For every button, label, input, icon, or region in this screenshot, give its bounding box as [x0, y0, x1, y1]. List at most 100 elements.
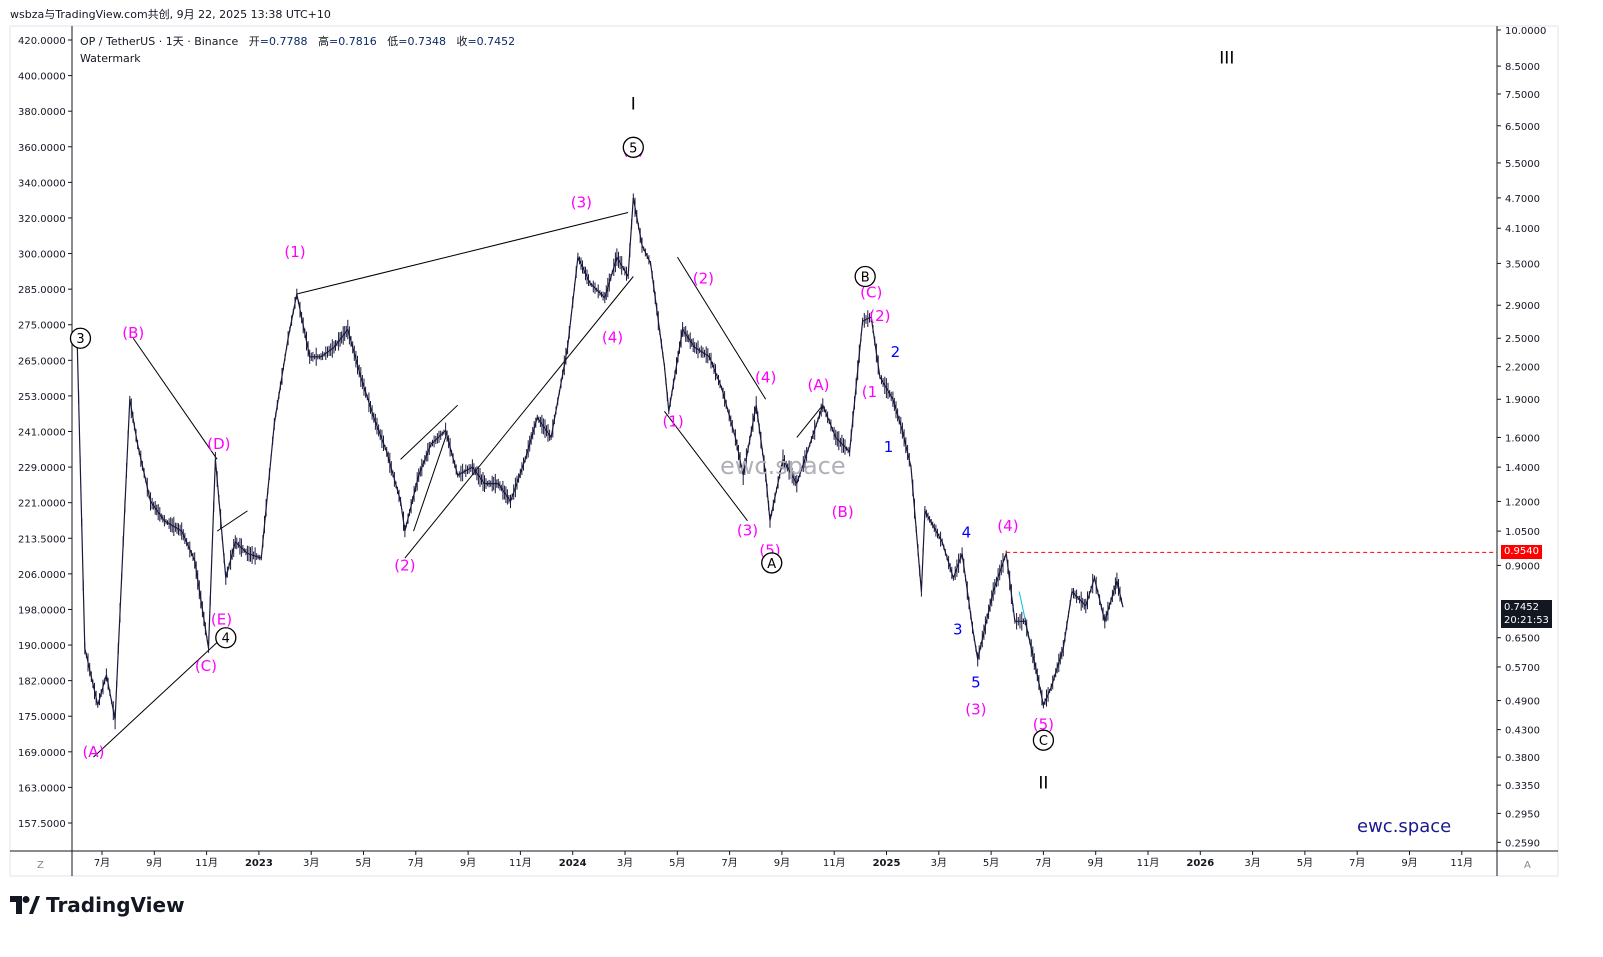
legend-watermark-row[interactable]: Watermark — [80, 52, 141, 65]
left-axis-tick-label: 229.0000 — [18, 463, 66, 474]
wave-label: (4) — [602, 329, 623, 347]
trendline — [404, 276, 634, 559]
auto-scale-toggle[interactable]: A — [1524, 860, 1531, 871]
trendline — [93, 633, 227, 758]
left-axis-tick-label: 360.0000 — [18, 143, 66, 154]
wave-label: (E) — [211, 610, 232, 628]
right-axis-tick-label: 4.1000 — [1505, 224, 1540, 235]
left-axis-tick-label: 157.5000 — [18, 819, 66, 830]
right-axis-tick-label: 0.6500 — [1505, 634, 1540, 645]
left-axis-tick-label: 300.0000 — [18, 250, 66, 261]
tradingview-logo-text: TradingView — [46, 893, 185, 917]
time-axis-tick-label: 2023 — [245, 858, 273, 869]
time-axis-tick-label: 11月 — [195, 857, 218, 869]
price-line-tag: 0.9540 — [1501, 545, 1542, 560]
time-axis-tick-label: 7月 — [1035, 857, 1051, 869]
legend-symbol[interactable]: OP / TetherUS · 1天 · Binance — [80, 35, 239, 48]
time-axis-tick-label: 9月 — [1401, 857, 1417, 869]
wave-label: (1) — [284, 243, 305, 261]
wave-label: 4 — [962, 524, 972, 542]
trendline — [664, 410, 748, 522]
right-axis-tick-label: 1.0500 — [1505, 527, 1540, 538]
legend-open: =0.7788 — [259, 35, 308, 48]
wave-label: (B) — [832, 503, 854, 521]
wave-label: (B) — [122, 324, 144, 342]
legend-ohlc-row: OP / TetherUS · 1天 · Binance 开=0.7788 高=… — [80, 33, 515, 50]
circled-label-text: 4 — [222, 632, 230, 647]
right-price-axis[interactable]: 10.0000 8.5000 7.5000 6.5000 5.5000 4.7000 4.1… — [1497, 26, 1546, 849]
legend-high-label: 高 — [318, 35, 330, 48]
tradingview-logo[interactable]: TradingView — [10, 893, 185, 917]
legend-high: =0.7816 — [329, 35, 377, 48]
left-axis-tick-label: 221.0000 — [18, 499, 66, 510]
time-axis-tick-label: 3月 — [617, 857, 633, 869]
time-axis-tick-label: 2025 — [873, 858, 901, 869]
trendline — [400, 404, 459, 460]
right-axis-tick-label: 1.4000 — [1505, 463, 1540, 474]
left-axis-tick-label: 169.0000 — [18, 748, 66, 759]
time-axis-tick-label: 7月 — [1349, 857, 1365, 869]
time-axis-tick-label: 5月 — [355, 857, 371, 869]
time-axis-tick-label: 2024 — [559, 858, 587, 869]
last-price-value: 0.7452 — [1504, 602, 1539, 614]
time-axis-tick-label: 9月 — [460, 857, 476, 869]
circled-label-text: 3 — [76, 332, 84, 347]
right-axis-tick-label: 0.2950 — [1505, 809, 1540, 820]
legend-low: =0.7348 — [398, 35, 446, 48]
left-price-axis[interactable]: 420.0000 400.0000 380.0000 360.0000 340.0000… — [18, 36, 72, 830]
time-axis-tick-label: 3月 — [303, 857, 319, 869]
left-axis-tick-label: 241.0000 — [18, 428, 66, 439]
time-axis[interactable]: 7月 9月 11月 2023 3月 5月 7月 9月 11月 2024 3月 5月 7月 9月 11月 202… — [94, 851, 1473, 869]
trendline — [413, 437, 447, 532]
circled-label-text: C — [1039, 734, 1048, 749]
time-axis-tick-label: 11月 — [1137, 857, 1160, 869]
wave-label: I — [631, 94, 636, 114]
left-axis-tick-label: 253.0000 — [18, 392, 66, 403]
legend-open-label: 开 — [248, 35, 260, 48]
right-axis-tick-label: 6.5000 — [1505, 122, 1540, 133]
last-price-tag: 0.7452 20:21:53 — [1501, 600, 1552, 629]
wave-label: 1 — [884, 438, 894, 456]
wave-label: (C) — [860, 284, 882, 302]
right-axis-tick-label: 5.5000 — [1505, 159, 1540, 170]
left-axis-tick-label: 400.0000 — [18, 72, 66, 83]
time-axis-tick-label: 7月 — [721, 857, 737, 869]
trendline — [796, 404, 824, 438]
right-axis-tick-label: 0.3350 — [1505, 781, 1540, 792]
right-axis-tick-label: 4.7000 — [1505, 194, 1540, 205]
wave-labels: (A) (B) (C) (D) (E) (1) (2) (3) (4) (5) (1) (2) (3) (… — [82, 49, 1234, 794]
right-axis-tick-label: 2.9000 — [1505, 301, 1540, 312]
circled-label-ring — [215, 627, 237, 649]
chart-frame — [9, 25, 1559, 877]
wave-label: (2) — [869, 307, 890, 325]
left-axis-tick-label: 320.0000 — [18, 214, 66, 225]
wave-label: 5 — [971, 673, 981, 691]
wave-label: (D) — [207, 435, 230, 453]
time-axis-tick-label: 9月 — [1088, 857, 1104, 869]
time-axis-tick-label: 7月 — [408, 857, 424, 869]
left-axis-tick-label: 275.0000 — [18, 321, 66, 332]
legend-close-label: 收 — [456, 35, 468, 48]
trendline — [132, 337, 218, 460]
corner-watermark: ewc.space — [1357, 816, 1451, 837]
left-axis-tick-label: 206.0000 — [18, 570, 66, 581]
right-axis-tick-label: 3.5000 — [1505, 259, 1540, 270]
time-axis-tick-label: 11月 — [509, 857, 532, 869]
left-axis-tick-label: 265.0000 — [18, 356, 66, 367]
timezone-toggle[interactable]: Z — [37, 860, 44, 871]
wave-label: III — [1219, 49, 1234, 69]
time-axis-tick-label: 3月 — [931, 857, 947, 869]
circled-label-ring — [69, 327, 92, 349]
right-axis-tick-label: 7.5000 — [1505, 90, 1540, 101]
wave-label: (1) — [662, 413, 683, 431]
wave-label: II — [1038, 773, 1048, 793]
wave-label: (4) — [755, 368, 776, 386]
trendline — [677, 256, 767, 400]
legend-close: =0.7452 — [467, 35, 516, 48]
right-axis-tick-label: 8.5000 — [1505, 62, 1540, 73]
circled-wave-labels: 3 4 5 A B C — [69, 136, 1055, 751]
wave-label: (A) — [82, 743, 104, 761]
left-axis-tick-label: 420.0000 — [18, 36, 66, 47]
circled-label-text: A — [767, 557, 776, 572]
